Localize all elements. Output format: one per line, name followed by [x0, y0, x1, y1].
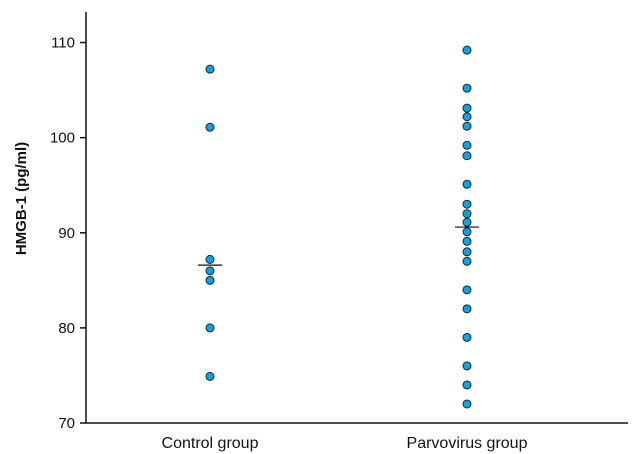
data-point — [205, 275, 215, 285]
y-tick-label: 100 — [50, 130, 75, 147]
x-labels: Control group Parvovirus group — [162, 435, 528, 452]
data-point — [462, 247, 472, 257]
data-point — [462, 151, 472, 161]
data-point — [205, 122, 215, 132]
data-point — [462, 179, 472, 189]
data-point — [205, 266, 215, 276]
y-tick-label: 110 — [51, 35, 75, 52]
data-point — [462, 121, 472, 131]
data-point — [462, 332, 472, 342]
data-point — [462, 236, 472, 246]
data-point — [205, 64, 215, 74]
y-tick-label: 70 — [58, 415, 75, 432]
data-point — [462, 361, 472, 371]
data-point — [462, 103, 472, 113]
data-point — [462, 209, 472, 219]
data-point — [462, 285, 472, 295]
data-point — [462, 217, 472, 227]
data-point — [205, 371, 215, 381]
data-point — [462, 399, 472, 409]
data-points — [205, 45, 472, 409]
data-point — [462, 83, 472, 93]
data-point — [462, 380, 472, 390]
y-axis-title: HMGB-1 (pg/ml) — [13, 142, 30, 255]
data-point — [462, 45, 472, 55]
x-category-label: Parvovirus group — [407, 435, 528, 452]
data-point — [462, 140, 472, 150]
data-point — [205, 254, 215, 264]
data-point — [462, 227, 472, 237]
y-ticks: 70 80 90 100 110 — [50, 35, 86, 432]
data-point — [462, 256, 472, 266]
median-lines — [198, 226, 479, 266]
axes — [85, 12, 628, 424]
data-point — [462, 112, 472, 122]
data-point — [205, 323, 215, 333]
data-point — [462, 199, 472, 209]
data-point — [462, 304, 472, 314]
y-tick-label: 90 — [58, 225, 75, 242]
x-category-label: Control group — [162, 435, 259, 452]
y-tick-label: 80 — [58, 320, 75, 337]
